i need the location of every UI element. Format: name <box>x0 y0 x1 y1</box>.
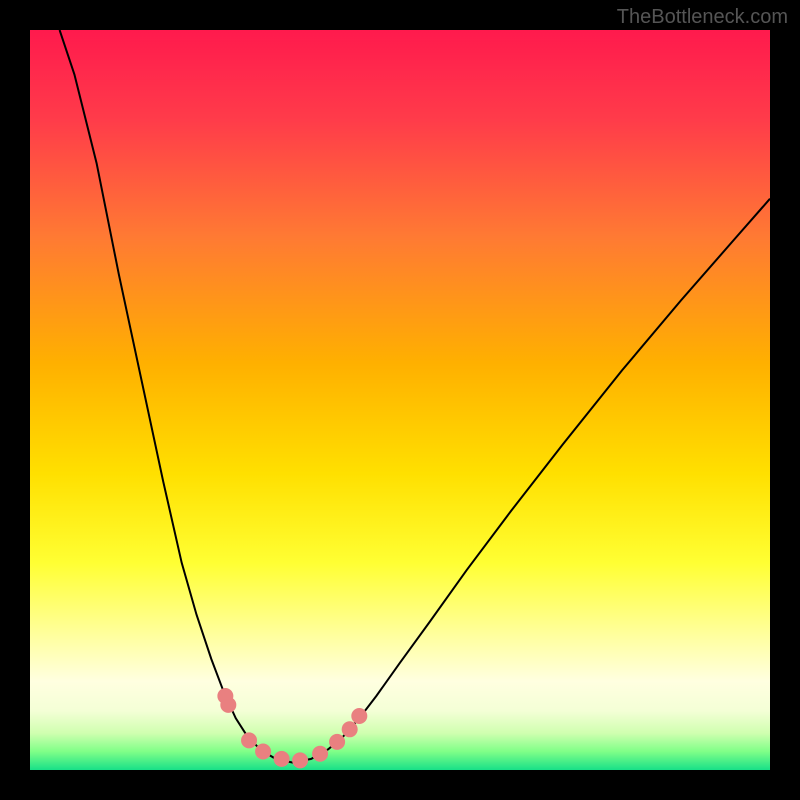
valley-marker <box>329 734 345 750</box>
valley-marker <box>351 708 367 724</box>
bottleneck-chart: TheBottleneck.com <box>0 0 800 800</box>
valley-marker <box>255 744 271 760</box>
valley-marker <box>312 746 328 762</box>
valley-marker <box>274 751 290 767</box>
plot-area <box>30 30 770 770</box>
gradient-background <box>30 30 770 770</box>
valley-marker <box>292 752 308 768</box>
valley-marker <box>241 732 257 748</box>
watermark-text: TheBottleneck.com <box>617 6 788 29</box>
chart-svg <box>30 30 770 770</box>
valley-marker <box>342 721 358 737</box>
valley-marker <box>220 697 236 713</box>
